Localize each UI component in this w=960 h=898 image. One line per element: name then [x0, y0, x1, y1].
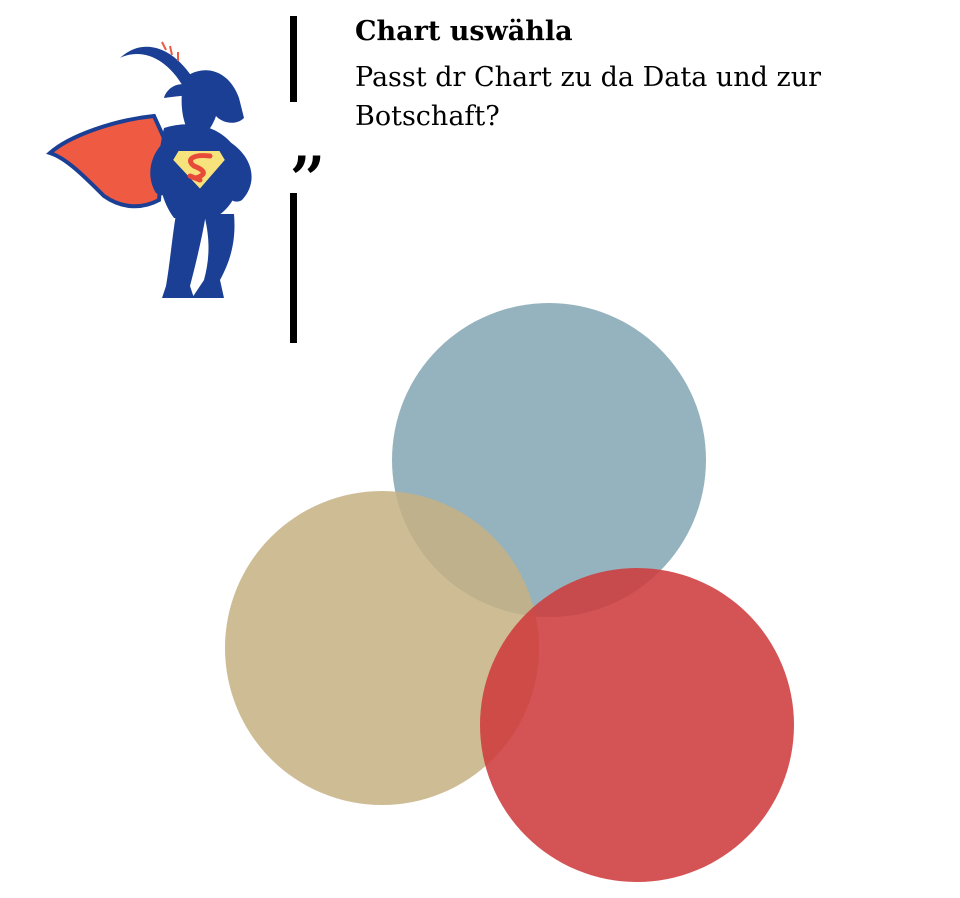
quote-mark: ,,: [292, 113, 326, 177]
horn-shape: [120, 46, 194, 88]
quote-bar-bottom: [290, 193, 297, 343]
venn-circle-left: [225, 491, 539, 805]
left-arm-shape: [150, 136, 180, 196]
cape-shape: [46, 113, 167, 209]
page-subtitle: Passt dr Chart zu da Data und zur Botsch…: [355, 62, 822, 132]
goat-head-shape: [181, 70, 244, 140]
right-arm-shape: [224, 142, 252, 202]
horn-ring-shape: [161, 41, 179, 61]
super-emblem-mark: [187, 153, 213, 183]
goat-ear-shape: [164, 84, 194, 98]
venn-circle-right: [480, 568, 794, 882]
right-leg-shape: [192, 214, 235, 298]
quote-bar-top: [290, 16, 297, 102]
left-leg-shape: [162, 214, 206, 298]
page-title: Chart uswähla: [355, 16, 573, 47]
superhero-goat-icon: [46, 41, 252, 298]
